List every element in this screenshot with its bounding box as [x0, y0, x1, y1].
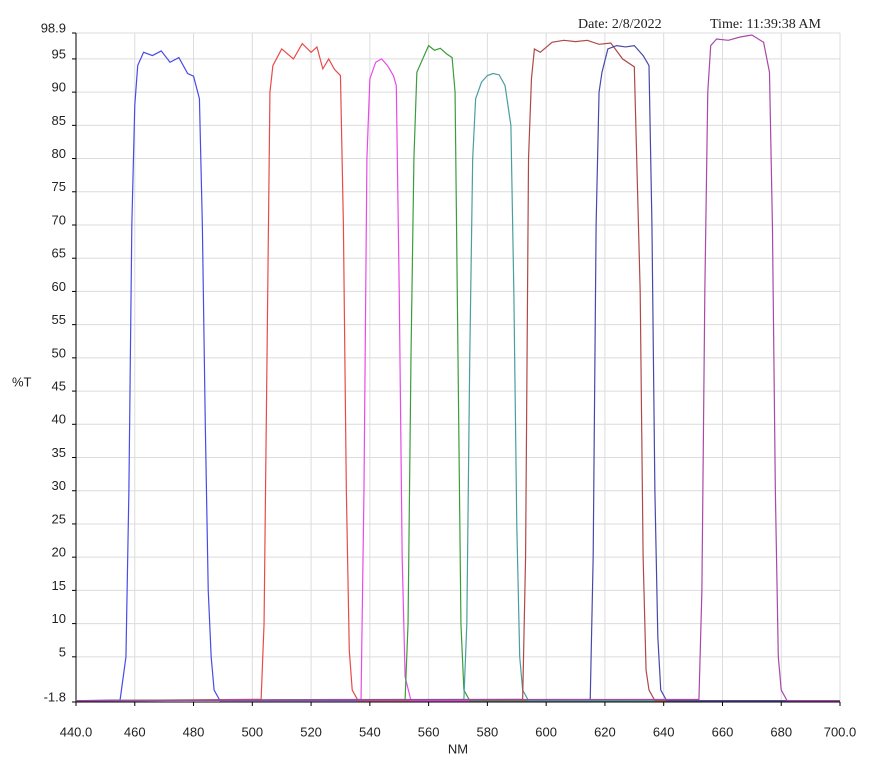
y-tick-label: 45 [52, 379, 66, 394]
time-text: Time: 11:39:38 AM [710, 17, 822, 32]
x-tick-label: 620 [594, 724, 616, 739]
x-tick-label: 640 [653, 724, 675, 739]
x-tick-label: 500 [241, 724, 263, 739]
x-tick-label: 600 [535, 724, 557, 739]
x-tick-label: 680 [770, 724, 792, 739]
x-tick-label: 660 [712, 724, 734, 739]
x-tick-label: 440.0 [60, 724, 93, 739]
x-tick-label: 560 [418, 724, 440, 739]
y-tick-label: 90 [52, 80, 66, 95]
x-tick-label: 580 [477, 724, 499, 739]
x-tick-label: 540 [359, 724, 381, 739]
transmission-curve [75, 39, 840, 702]
date-text: Date: 2/8/2022 [578, 17, 662, 32]
y-tick-label: 20 [52, 545, 66, 560]
y-tick-label: 35 [52, 445, 66, 460]
transmission-curve [75, 72, 840, 702]
y-tick-label: 80 [52, 146, 66, 161]
y-tick-label: 40 [52, 412, 66, 427]
transmission-curve [75, 50, 840, 702]
y-tick-label: 50 [52, 345, 66, 360]
y-tick-label: 5 [59, 644, 66, 659]
y-tick-label: 55 [52, 312, 66, 327]
y-tick-label: 70 [52, 212, 66, 227]
y-tick-label: 10 [52, 611, 66, 626]
y-tick-label: 75 [52, 179, 66, 194]
y-tick-label: 60 [52, 279, 66, 294]
y-tick-label: 98.9 [41, 20, 66, 35]
transmission-curve [75, 58, 840, 702]
y-axis-label: %T [12, 374, 32, 389]
transmission-curve [75, 42, 840, 702]
y-tick-label: -1.8 [44, 689, 66, 704]
y-tick-label: 85 [52, 113, 66, 128]
y-tick-label: 65 [52, 246, 66, 261]
x-tick-label: 520 [300, 724, 322, 739]
y-tick-label: 30 [52, 478, 66, 493]
y-tick-label: 95 [52, 46, 66, 61]
x-axis-label: NM [448, 741, 468, 756]
transmission-curve [75, 44, 840, 702]
transmission-curve [75, 34, 840, 702]
x-tick-label: 700.0 [824, 724, 857, 739]
y-tick-label: 25 [52, 511, 66, 526]
x-tick-label: 460 [124, 724, 146, 739]
x-tick-label: 480 [183, 724, 205, 739]
transmission-curve [75, 44, 840, 702]
y-tick-label: 15 [52, 578, 66, 593]
